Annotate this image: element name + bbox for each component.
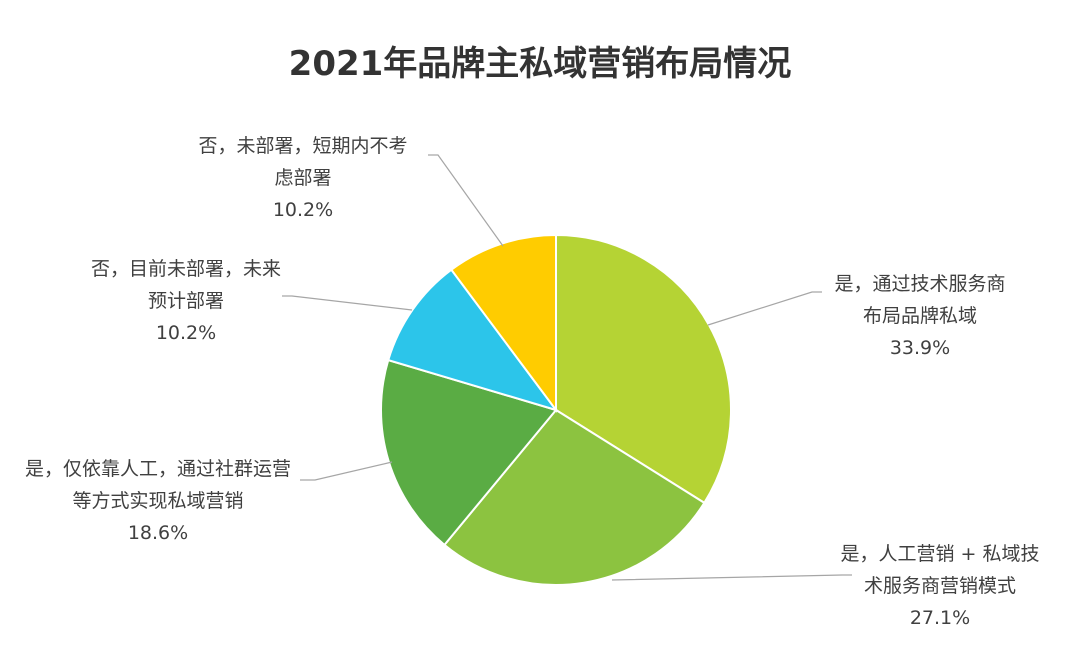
slice-category-label-5: 虑部署 [274,167,331,189]
slice-category-label-3: 等方式实现私域营销 [72,490,243,512]
leader-line-3 [300,461,393,481]
leader-lines [282,154,852,581]
slice-category-label-4: 预计部署 [148,290,224,312]
chart-title: 2021年品牌主私域营销布局情况 [288,44,792,84]
slice-category-label-5: 否，未部署，短期内不考 [198,135,407,157]
pie-slices [380,233,732,586]
slice-category-label-3: 是，仅依靠人工，通过社群运营 [25,458,291,480]
slice-value-label-1: 33.9% [890,337,950,359]
slice-value-label-3: 18.6% [128,522,188,544]
slice-value-label-5: 10.2% [273,199,333,221]
leader-line-2 [611,574,852,581]
slice-category-label-2: 术服务商营销模式 [864,575,1016,597]
pie-slice-2 [443,408,706,586]
slice-value-label-2: 27.1% [910,607,970,629]
slice-category-label-4: 否，目前未部署，未来 [91,258,281,280]
pie-slice-4 [387,268,559,412]
slice-value-label-4: 10.2% [156,322,216,344]
slice-category-label-2: 是，人工营销 + 私域技 [841,543,1040,565]
leader-line-5 [428,154,504,247]
leader-line-1 [707,291,822,326]
slice-category-label-1: 布局品牌私域 [863,305,977,327]
pie-slice-3 [380,358,558,547]
leader-line-4 [282,295,413,311]
slice-category-label-1: 是，通过技术服务商 [834,273,1005,295]
